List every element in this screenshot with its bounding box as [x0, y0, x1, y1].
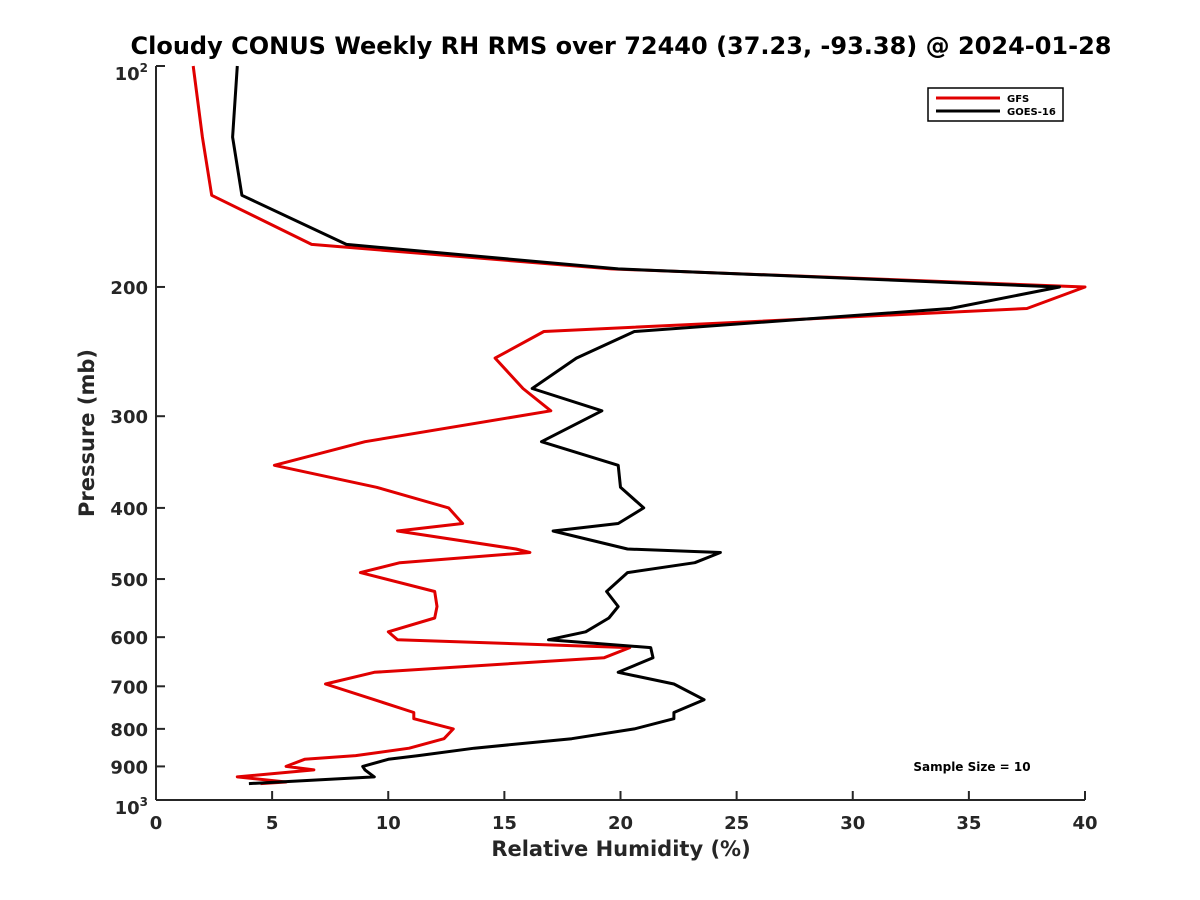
axes-layer: 0 5 10 15 20 25 30 35 40 102 200 300 400 500 600 700 800…	[110, 61, 1097, 834]
y-tick-label: 900	[110, 757, 148, 778]
sample-size-annotation: Sample Size = 10	[913, 760, 1030, 774]
series-line-gfs	[191, 65, 1087, 786]
series-line-goes-16	[231, 65, 1061, 786]
y-tick-label: 103	[115, 795, 148, 819]
y-tick-label: 500	[110, 570, 148, 591]
x-tick-label: 35	[956, 813, 981, 834]
legend: GFS GOES-16	[927, 87, 1064, 122]
y-tick-label: 102	[115, 61, 148, 85]
y-tick-label: 600	[110, 628, 148, 649]
legend-label: GOES-16	[1007, 107, 1056, 118]
y-tick-label: 700	[110, 677, 148, 698]
series-layer	[191, 65, 1087, 786]
x-tick-label: 30	[840, 813, 865, 834]
y-tick-label: 800	[110, 720, 148, 741]
x-tick-label: 25	[724, 813, 749, 834]
legend-label: GFS	[1007, 94, 1029, 105]
x-tick-label: 5	[266, 813, 279, 834]
y-tick-label: 200	[110, 278, 148, 299]
x-tick-label: 10	[376, 813, 401, 834]
chart-title: Cloudy CONUS Weekly RH RMS over 72440 (3…	[131, 32, 1112, 60]
x-tick-label: 20	[608, 813, 633, 834]
y-tick-label: 400	[110, 499, 148, 520]
y-tick-label: 300	[110, 407, 148, 428]
y-axis-label: Pressure (mb)	[75, 349, 99, 517]
legend-box	[927, 87, 1064, 122]
x-tick-label: 15	[492, 813, 517, 834]
x-tick-label: 0	[150, 813, 163, 834]
x-tick-label: 40	[1072, 813, 1097, 834]
x-axis-label: Relative Humidity (%)	[491, 837, 750, 861]
